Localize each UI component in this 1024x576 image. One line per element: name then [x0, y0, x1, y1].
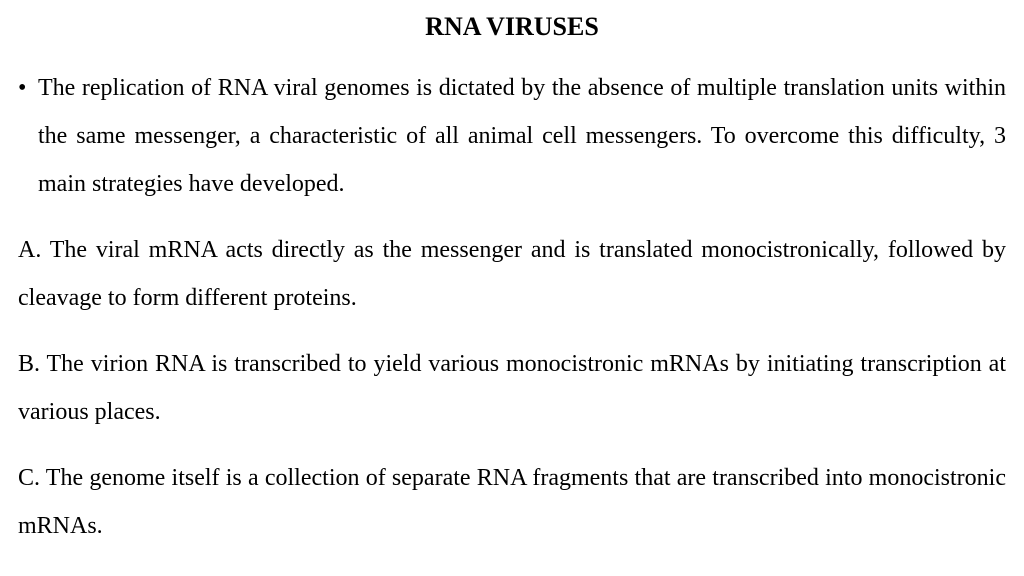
strategy-a: A. The viral mRNA acts directly as the m… — [18, 226, 1006, 322]
intro-text: The replication of RNA viral genomes is … — [38, 75, 1006, 197]
strategy-b: B. The virion RNA is transcribed to yiel… — [18, 340, 1006, 436]
page-title: RNA VIRUSES — [18, 12, 1006, 42]
intro-bullet: •The replication of RNA viral genomes is… — [18, 64, 1006, 208]
strategy-c: C. The genome itself is a collection of … — [18, 454, 1006, 550]
bullet-icon: • — [18, 64, 38, 112]
